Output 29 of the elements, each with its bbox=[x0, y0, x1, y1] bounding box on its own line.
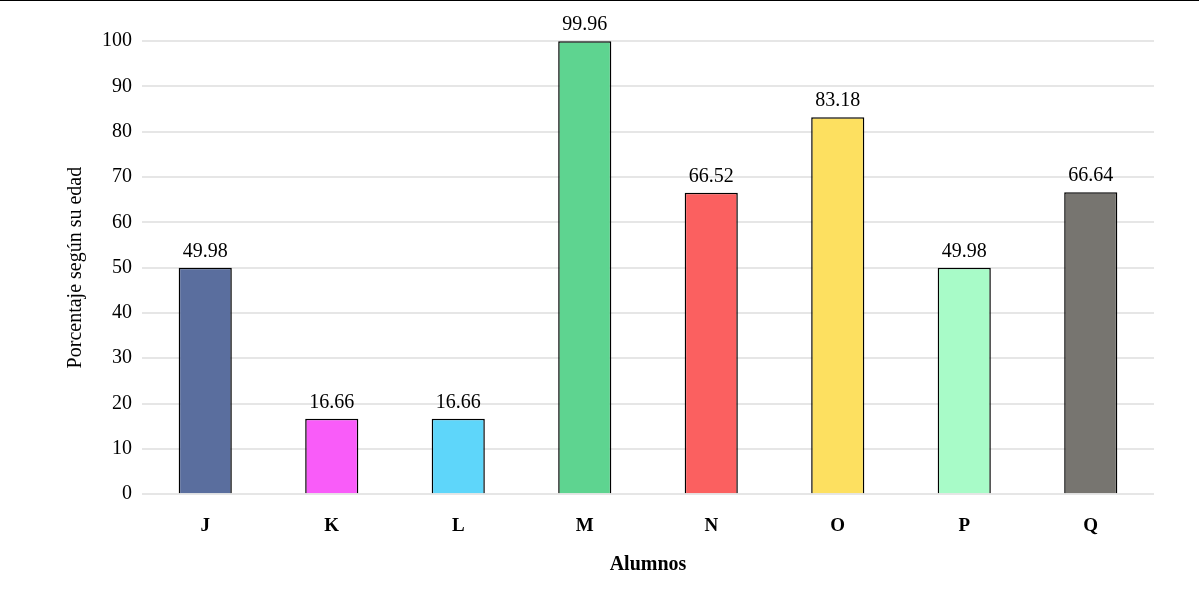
data-label: 49.98 bbox=[941, 238, 987, 261]
y-axis-title: Porcentaje según su edad bbox=[63, 166, 87, 369]
y-tick-label: 70 bbox=[112, 164, 132, 187]
y-tick-label: 50 bbox=[112, 254, 132, 277]
x-tick-label: P bbox=[958, 513, 971, 535]
y-tick-label: 80 bbox=[112, 118, 132, 141]
x-tick-label: Q bbox=[1083, 513, 1099, 535]
y-tick-label: 90 bbox=[112, 73, 132, 96]
x-tick-label: L bbox=[451, 513, 465, 535]
y-tick-label: 20 bbox=[112, 390, 132, 413]
data-label: 83.18 bbox=[815, 88, 861, 111]
data-label: 66.52 bbox=[688, 163, 734, 186]
data-label: 16.66 bbox=[435, 389, 481, 412]
data-label: 49.98 bbox=[182, 238, 228, 261]
data-label: 99.96 bbox=[562, 12, 608, 35]
x-axis-title: Alumnos bbox=[609, 552, 687, 575]
x-tick-label: J bbox=[200, 513, 210, 535]
x-tick-label: N bbox=[704, 513, 719, 535]
data-label: 66.64 bbox=[1068, 163, 1114, 186]
y-tick-label: 10 bbox=[112, 436, 132, 459]
data-label: 16.66 bbox=[309, 389, 355, 412]
x-tick-label: M bbox=[575, 513, 594, 535]
y-tick-label: 0 bbox=[122, 481, 132, 504]
x-tick-label: K bbox=[324, 513, 340, 535]
y-tick-label: 40 bbox=[112, 300, 132, 323]
y-tick-label: 100 bbox=[102, 28, 132, 51]
y-tick-label: 60 bbox=[112, 209, 132, 232]
y-tick-label: 30 bbox=[112, 345, 132, 368]
x-tick-label: O bbox=[830, 513, 846, 535]
